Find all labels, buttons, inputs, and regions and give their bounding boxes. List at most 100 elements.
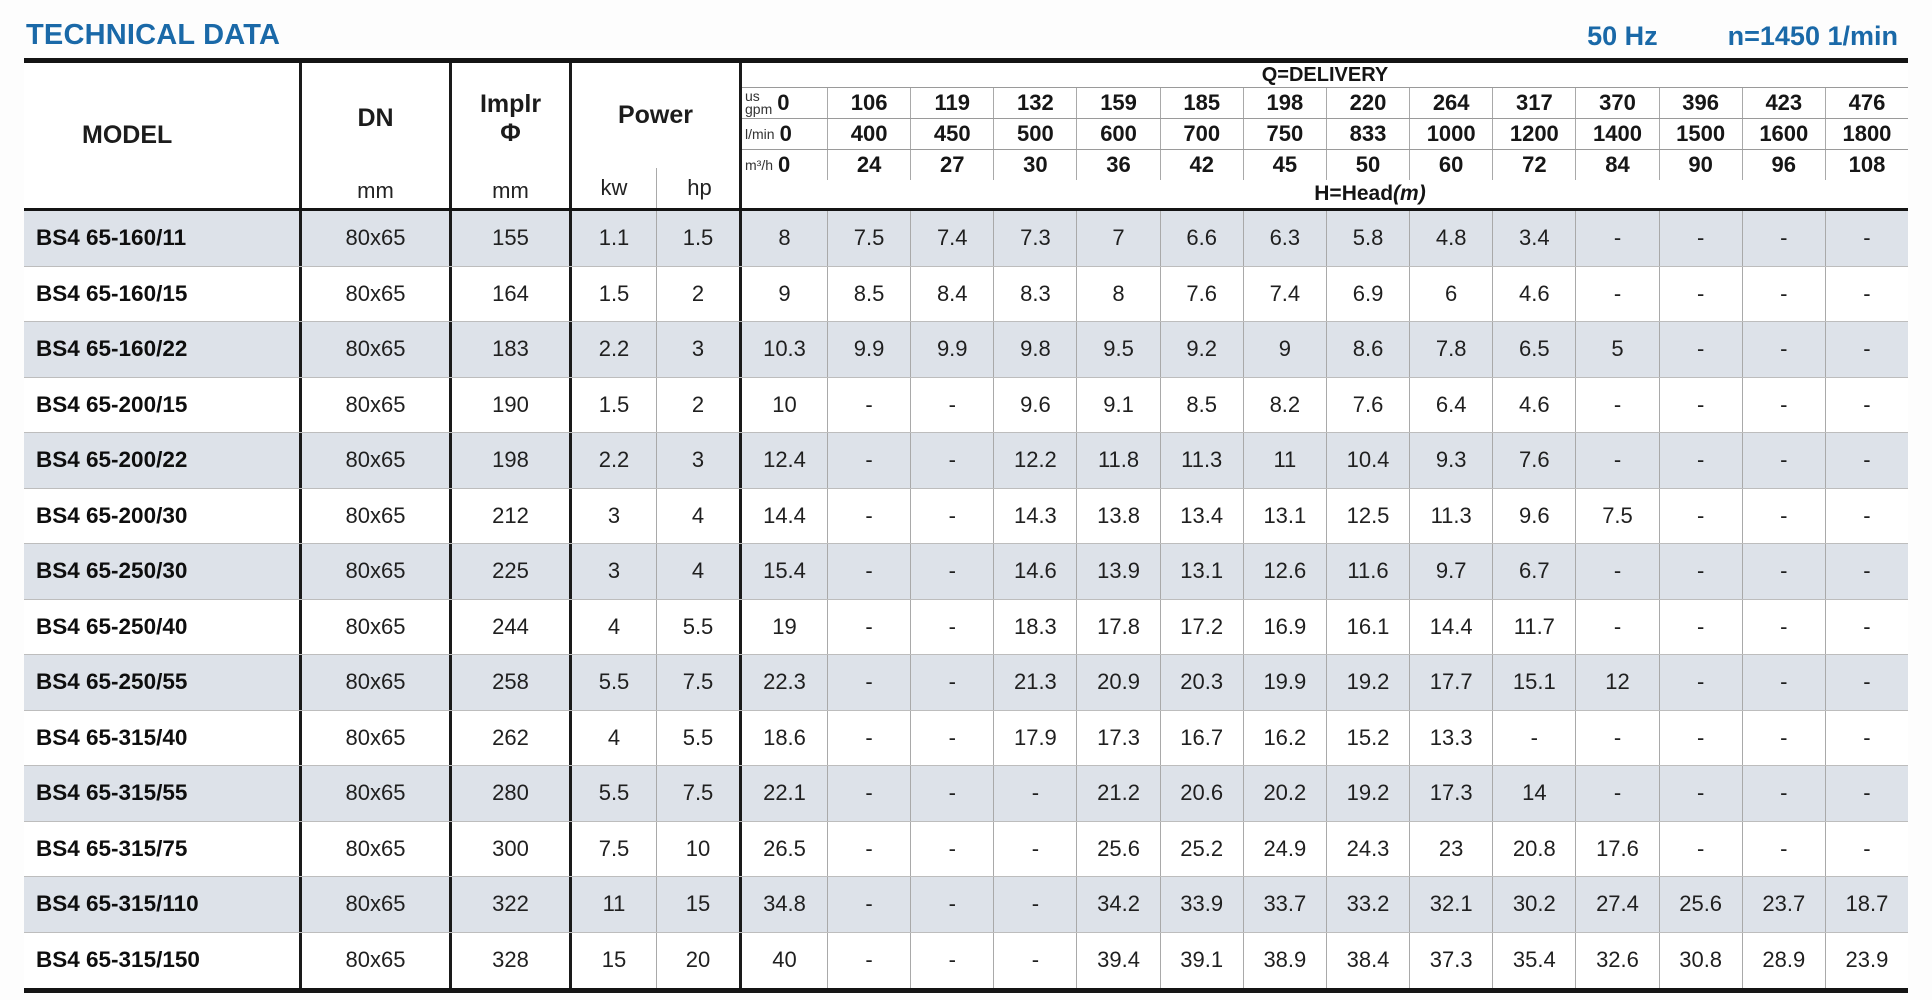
model-cell: BS4 65-250/40 (24, 599, 302, 654)
head-value-cell: - (1576, 599, 1660, 654)
table-row: BS4 65-200/30 80x65 212 3 4 14.4- -14.3 13.8 13.… (24, 488, 1908, 544)
table-row: BS4 65-315/110 80x65 322 11 15 34.8- - -34.2 33.… (24, 877, 1908, 933)
dn-unit-label: mm (357, 178, 394, 203)
delivery-header-cell: 264 (1410, 88, 1494, 118)
kw-cell: 3 (572, 544, 657, 599)
delivery-header-value: 0 (779, 121, 792, 146)
head-value-cell: - (1660, 544, 1743, 599)
head-value-cell: - (911, 932, 995, 988)
head-value-cell: 9.3 (1410, 433, 1494, 488)
head-value-cell: 9.7 (1410, 544, 1494, 599)
table-row: BS4 65-160/22 80x65 183 2.2 3 10.3 9.9 9.9 9.8 9.… (24, 322, 1908, 378)
delivery-header-cell: 400 (828, 119, 912, 149)
head-value-cell: 9.1 (1077, 377, 1161, 432)
head-value-cell: 17.6 (1576, 821, 1660, 876)
table-row: BS4 65-315/40 80x65 262 4 5.5 18.6- -17.9 17.3 1… (24, 710, 1908, 766)
table-header: MODEL DN mm Implr Φ mm Power kw hp (24, 63, 1908, 211)
delivery-header-value: 423 (1765, 90, 1803, 115)
head-value-cell: 20.2 (1244, 766, 1327, 821)
delivery-header-cell: m³/h 0 (742, 150, 828, 180)
head-value-cell: 12.4 (742, 433, 828, 488)
kw-cell: 11 (572, 877, 657, 932)
head-value-cell: 13.8 (1077, 488, 1161, 543)
impeller-cell: 244 (452, 599, 572, 654)
head-value-cell: - (1863, 391, 1871, 417)
head-value-cell: 6.6 (1161, 211, 1244, 266)
table-row: BS4 65-250/30 80x65 225 3 4 15.4- -14.6 13.9 13.… (24, 544, 1908, 600)
impeller-cell: 164 (452, 266, 572, 321)
delivery-header-value: 700 (1183, 121, 1221, 146)
dn-cell: 80x65 (302, 877, 452, 932)
delivery-header-cell: 72 (1493, 150, 1577, 180)
dn-cell: 80x65 (302, 377, 452, 432)
hp-cell: 2 (657, 377, 742, 432)
head-value-cell: 33.9 (1161, 877, 1244, 932)
delivery-header-value: 90 (1688, 152, 1713, 177)
head-value-cell: 24.3 (1327, 821, 1411, 876)
head-value-cell: - (1863, 280, 1871, 306)
delivery-header-value: 185 (1183, 90, 1221, 115)
head-value-cell: 11.8 (1077, 433, 1161, 488)
head-value-cell: 19.9 (1244, 655, 1327, 710)
head-value-cell: 17.7 (1410, 655, 1494, 710)
kw-cell: 2.2 (572, 433, 657, 488)
head-value-cell: 20.8 (1493, 821, 1577, 876)
power-sub-headers: kw hp (572, 168, 739, 208)
head-value-cell: 4.8 (1410, 211, 1494, 266)
head-value-cell: 4.6 (1493, 377, 1577, 432)
model-cell: BS4 65-200/15 (24, 377, 302, 432)
head-value-cell: 9.2 (1161, 322, 1244, 377)
delivery-header-value: 1400 (1593, 121, 1642, 146)
head-value-cell: 35.4 (1493, 932, 1577, 988)
head-value-cell: - (828, 377, 912, 432)
table-row: BS4 65-160/15 80x65 164 1.5 2 9 8.5 8.4 8.3 8 7.6 7… (24, 266, 1908, 322)
delivery-header-value: 400 (850, 121, 888, 146)
head-value-cell: 11.7 (1493, 599, 1577, 654)
head-value-cell: - (1743, 710, 1826, 765)
top-bar: TECHNICAL DATA 50 Hz n=1450 1/min (24, 10, 1908, 54)
kw-header-label: kw (572, 168, 657, 208)
impeller-cell: 258 (452, 655, 572, 710)
head-value-cell: 16.7 (1161, 710, 1244, 765)
head-unit-text: (m) (1393, 182, 1426, 205)
head-value-cell: - (1576, 710, 1660, 765)
head-value-cell: 8.5 (1161, 377, 1244, 432)
head-value-cell: - (911, 710, 995, 765)
head-value-cell: 21.3 (994, 655, 1078, 710)
head-value-cell: - (1743, 821, 1826, 876)
head-value-cell: 38.4 (1327, 932, 1411, 988)
delivery-header-value: 317 (1515, 90, 1553, 115)
head-value-cell: - (828, 433, 912, 488)
delivery-header-cell: 42 (1161, 150, 1244, 180)
head-value-cell: - (911, 766, 995, 821)
head-value-cell: 32.1 (1410, 877, 1494, 932)
head-value-cell: - (828, 599, 912, 654)
delivery-header-value: 50 (1355, 152, 1381, 177)
head-value-cell: 9.6 (1493, 488, 1577, 543)
head-value-cell: 8.4 (911, 266, 995, 321)
delivery-header-value: 108 (1848, 152, 1886, 177)
head-label-row: H=Head(m) (742, 180, 1908, 208)
head-value-cell: 6.9 (1327, 266, 1411, 321)
head-label-text: H=Head (1314, 182, 1394, 205)
impeller-cell: 280 (452, 766, 572, 821)
head-value-cell: 19.2 (1327, 766, 1411, 821)
model-cell: BS4 65-160/15 (24, 266, 302, 321)
dn-cell: 80x65 (302, 322, 452, 377)
head-value-cell: - (828, 488, 912, 543)
delivery-header-cell: 96 (1743, 150, 1826, 180)
row-gpm: us gpm 0 106 119 132 159 185 198 220 264 317 370 396… (742, 88, 1908, 119)
head-value-cell: 23.9 (1845, 947, 1889, 973)
head-value-cell: 11 (1244, 433, 1327, 488)
delivery-header-value: 45 (1272, 152, 1298, 177)
delivery-header-value: 370 (1599, 90, 1636, 115)
head-value-cell: - (1660, 766, 1743, 821)
delivery-header-cell: 476 (1826, 88, 1908, 118)
head-value-cell: - (1493, 710, 1577, 765)
head-value-cell: 4.6 (1493, 266, 1577, 321)
head-value-cell: 7.8 (1410, 322, 1494, 377)
delivery-header-cell: 750 (1244, 119, 1327, 149)
head-value-cell: 17.3 (1077, 710, 1161, 765)
delivery-header-cell: 700 (1161, 119, 1244, 149)
kw-cell: 3 (572, 488, 657, 543)
